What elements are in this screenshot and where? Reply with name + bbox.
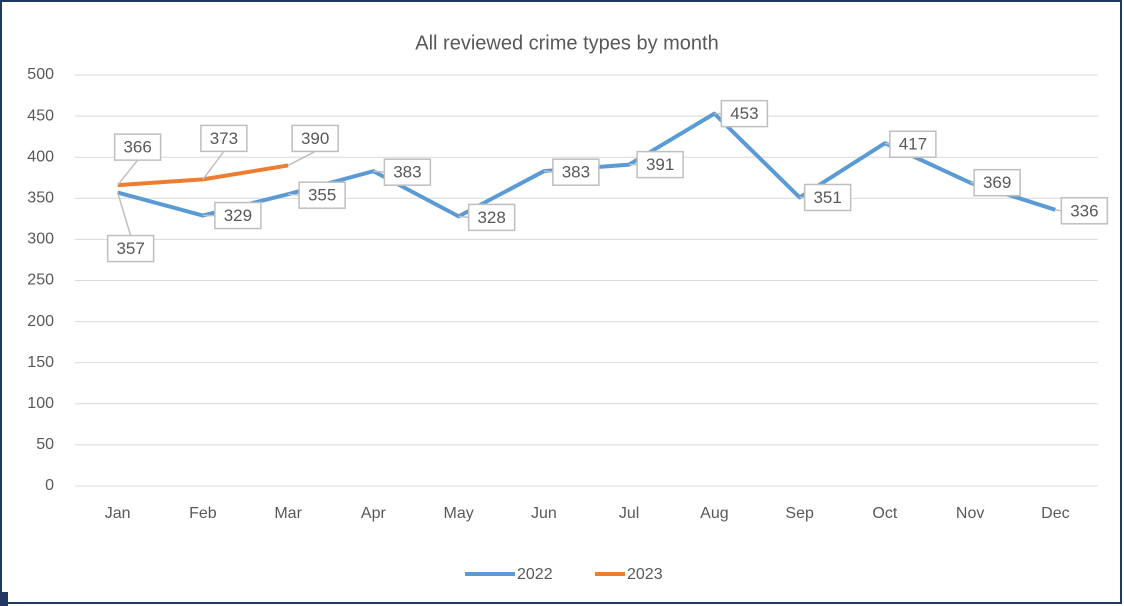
data-label-box — [214, 201, 262, 230]
callout-pointer — [202, 150, 225, 180]
data-label-box — [803, 183, 852, 212]
x-tick-label: Jan — [105, 505, 131, 522]
x-tick-label: Feb — [189, 505, 217, 522]
callout-pointer — [884, 142, 891, 145]
data-label-box — [467, 203, 516, 232]
data-label: 336 — [1070, 201, 1098, 220]
callout-pointer — [288, 193, 300, 196]
data-label-box — [200, 124, 248, 153]
y-tick-label: 400 — [27, 148, 54, 165]
data-label-box — [383, 158, 432, 186]
data-label-box — [552, 158, 600, 186]
x-tick-label: Mar — [274, 505, 302, 522]
data-label: 357 — [116, 239, 144, 258]
data-label: 351 — [813, 188, 841, 207]
data-label-box — [889, 130, 937, 158]
callout-pointer — [287, 150, 316, 167]
data-label-box — [973, 168, 1021, 197]
y-tick-label: 450 — [27, 107, 54, 124]
legend-label: 2022 — [517, 566, 553, 583]
x-tick-label: Jul — [619, 505, 639, 522]
data-label: 453 — [730, 104, 758, 123]
data-label: 369 — [983, 173, 1011, 192]
x-tick-label: Oct — [872, 505, 897, 522]
y-tick-label: 150 — [27, 354, 54, 371]
x-tick-label: May — [444, 505, 474, 522]
data-label: 366 — [123, 138, 151, 157]
data-label: 329 — [224, 206, 252, 225]
y-tick-label: 50 — [36, 436, 54, 453]
x-tick-label: Sep — [785, 505, 814, 522]
data-label-box — [291, 124, 339, 153]
data-label-box — [720, 99, 769, 128]
data-label: 355 — [308, 186, 336, 205]
data-label: 373 — [210, 129, 238, 148]
data-label-box — [106, 234, 155, 263]
y-tick-label: 500 — [27, 66, 54, 83]
x-tick-label: Nov — [956, 505, 984, 522]
y-tick-label: 250 — [27, 272, 54, 289]
y-tick-label: 200 — [27, 313, 54, 330]
y-tick-label: 350 — [27, 190, 54, 207]
data-label-box — [1060, 197, 1109, 225]
data-label-box — [636, 150, 684, 179]
callout-pointer — [1055, 209, 1062, 212]
y-tick-label: 100 — [27, 395, 54, 412]
x-tick-label: Jun — [531, 505, 557, 522]
data-label: 417 — [899, 135, 927, 154]
x-tick-label: Dec — [1041, 505, 1069, 522]
data-label: 391 — [646, 155, 674, 174]
data-label: 390 — [301, 129, 329, 148]
legend-label: 2023 — [627, 566, 663, 583]
callout-pointer — [458, 215, 469, 219]
x-tick-label: Apr — [361, 505, 387, 522]
callout-pointer — [116, 192, 132, 236]
data-label-box — [298, 181, 346, 209]
data-label: 383 — [562, 163, 590, 182]
chart-title: All reviewed crime types by month — [415, 32, 718, 54]
y-tick-label: 300 — [27, 231, 54, 248]
data-label-box — [113, 133, 162, 161]
callout-pointer — [543, 170, 553, 173]
frame-corner — [0, 592, 8, 606]
x-tick-label: Aug — [700, 505, 728, 522]
data-label: 383 — [393, 163, 421, 182]
callout-pointer — [373, 170, 385, 173]
y-tick-label: 0 — [45, 477, 54, 494]
data-label: 328 — [477, 208, 505, 227]
callout-pointer — [117, 159, 139, 186]
